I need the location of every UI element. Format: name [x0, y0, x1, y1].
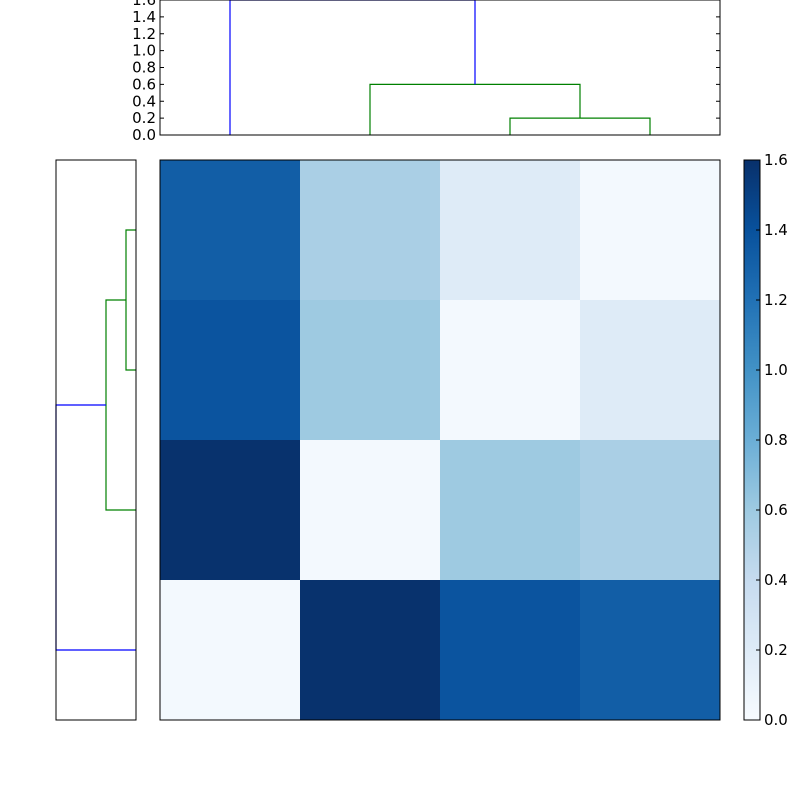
top-dendrogram-tick-label: 0.6 [132, 75, 156, 93]
left-dendrogram-frame [55, 159, 137, 721]
heatmap-cell [580, 580, 721, 721]
top-dendrogram-tick-label: 0.8 [132, 59, 156, 77]
heatmap-cell [300, 440, 441, 581]
top-dendrogram-frame [159, 0, 721, 136]
heatmap-cell [580, 440, 721, 581]
left-dendrogram-link [55, 404, 136, 651]
heatmap-cell [160, 160, 301, 301]
left-dendrogram-link [125, 229, 136, 371]
colorbar-tick-label: 1.6 [764, 151, 788, 169]
heatmap-cell [300, 580, 441, 721]
colorbar-tick-label: 1.0 [764, 361, 788, 379]
colorbar-tick-label: 0.6 [764, 501, 788, 519]
top-dendrogram-tick-label: 0.0 [132, 126, 156, 144]
top-dendrogram-tick-label: 1.2 [132, 25, 156, 43]
colorbar: 0.0 0.2 0.4 0.6 0.8 1.0 1.2 1.4 1.6 [743, 151, 788, 729]
top-dendrogram-link [369, 83, 581, 135]
top-dendrogram-tick-label: 1.6 [132, 0, 156, 9]
heatmap-cell [580, 160, 721, 301]
heatmap-cell [440, 160, 581, 301]
heatmap-cell [300, 160, 441, 301]
colorbar-tick-label: 0.2 [764, 641, 788, 659]
heatmap-cell [300, 300, 441, 441]
top-dendrogram-tick-label: 1.4 [132, 8, 156, 26]
top-dendrogram-link [509, 117, 651, 135]
heatmap-cell [160, 300, 301, 441]
heatmap-frame [159, 159, 721, 721]
left-dendrogram [55, 159, 137, 721]
heatmap-cell [580, 300, 721, 441]
top-dendrogram-tick-label: 0.2 [132, 109, 156, 127]
heatmap-cell [160, 580, 301, 721]
heatmap-cell [440, 580, 581, 721]
top-dendrogram-link [229, 0, 476, 135]
heatmap [159, 159, 721, 721]
heatmap-cell [440, 300, 581, 441]
left-dendrogram-link [105, 299, 136, 511]
colorbar-tick-label: 0.4 [764, 571, 788, 589]
top-dendrogram-tick-label: 1.0 [132, 42, 156, 60]
top-dendrogram-tick-label: 0.4 [132, 92, 156, 110]
colorbar-tick-label: 0.8 [764, 431, 788, 449]
top-dendrogram: 0.00.20.40.60.81.01.21.41.6 [132, 0, 721, 144]
colorbar-tick-label: 0.0 [764, 711, 788, 729]
colorbar-tick-label: 1.2 [764, 291, 788, 309]
heatmap-cell [160, 440, 301, 581]
colorbar-tick-label: 1.4 [764, 221, 788, 239]
heatmap-cell [440, 440, 581, 581]
